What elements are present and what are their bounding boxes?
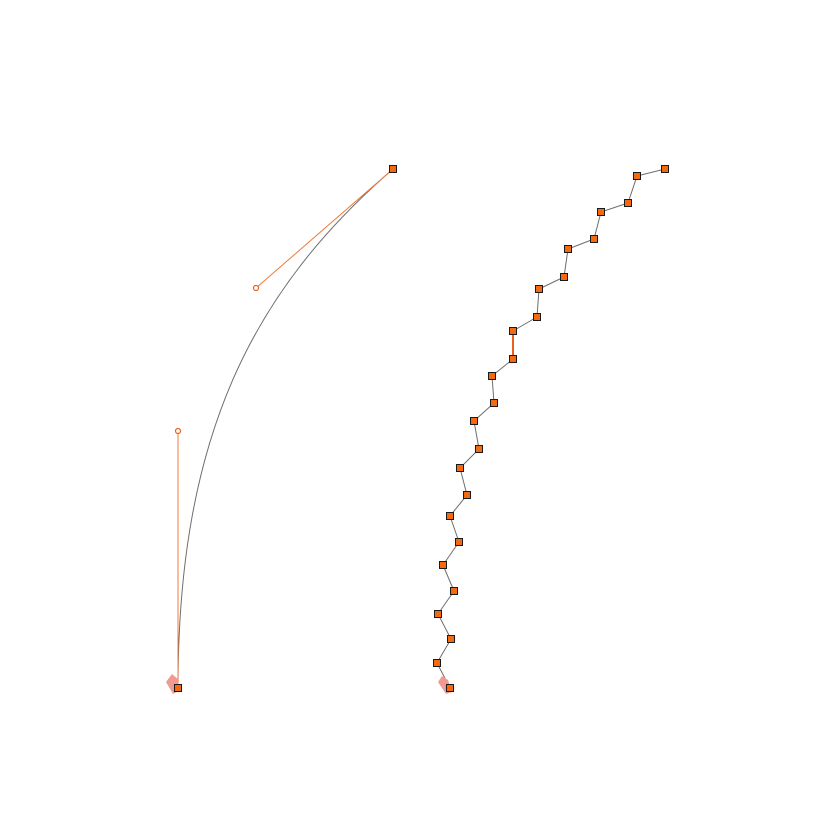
polyline-node[interactable] [633,172,641,180]
polyline-segment[interactable] [563,248,569,278]
polyline-segment[interactable] [459,467,468,496]
polyline-node[interactable] [434,610,442,618]
polyline-node[interactable] [456,464,464,472]
polyline-node[interactable] [560,273,568,281]
bezier-curve-path[interactable] [177,168,394,689]
polyline-segment[interactable] [536,288,540,318]
polyline-segment[interactable] [593,211,602,240]
polyline-segments [436,168,666,689]
polyline-node[interactable] [535,285,543,293]
polyline-segment[interactable] [437,613,452,640]
polyline-node[interactable] [490,399,498,407]
polyline-node[interactable] [509,355,517,363]
polyline-node[interactable] [661,165,669,173]
polyline-segment[interactable] [538,276,565,290]
polyline-segment[interactable] [473,420,480,450]
polyline-node[interactable] [447,635,455,643]
polyline-node[interactable] [446,684,454,692]
polyline-node[interactable] [624,199,632,207]
bezier-node-bottom[interactable] [174,684,182,692]
polyline-node[interactable] [455,538,463,546]
polyline-node[interactable] [450,587,458,595]
polyline-node[interactable] [439,561,447,569]
polyline-node[interactable] [433,659,441,667]
polyline-segment[interactable] [449,515,460,543]
polyline-node[interactable] [446,512,454,520]
polyline-node[interactable] [463,491,471,499]
handle-line-top [255,168,394,289]
bezier-handle-top[interactable] [252,284,260,292]
polyline-node[interactable] [470,417,478,425]
bezier-handle-bottom[interactable] [174,427,182,435]
polyline-node[interactable] [597,208,605,216]
bezier-path-group[interactable] [166,165,397,695]
polyline-segment[interactable] [567,238,595,250]
polyline-node[interactable] [564,245,572,253]
polyline-segment[interactable] [600,202,629,213]
polyline-segment[interactable] [627,175,638,204]
bezier-node-top[interactable] [389,165,397,173]
polyline-node[interactable] [488,372,496,380]
polyline-segment[interactable] [636,168,666,177]
polyline-node[interactable] [533,313,541,321]
polyline-node[interactable] [590,235,598,243]
polyline-node[interactable] [475,445,483,453]
polyline-segment[interactable] [442,564,455,592]
polyline-segment[interactable] [491,375,495,404]
polyline-path-group[interactable] [433,165,669,695]
polyline-node[interactable] [509,327,517,335]
polyline-nodes [433,165,669,692]
